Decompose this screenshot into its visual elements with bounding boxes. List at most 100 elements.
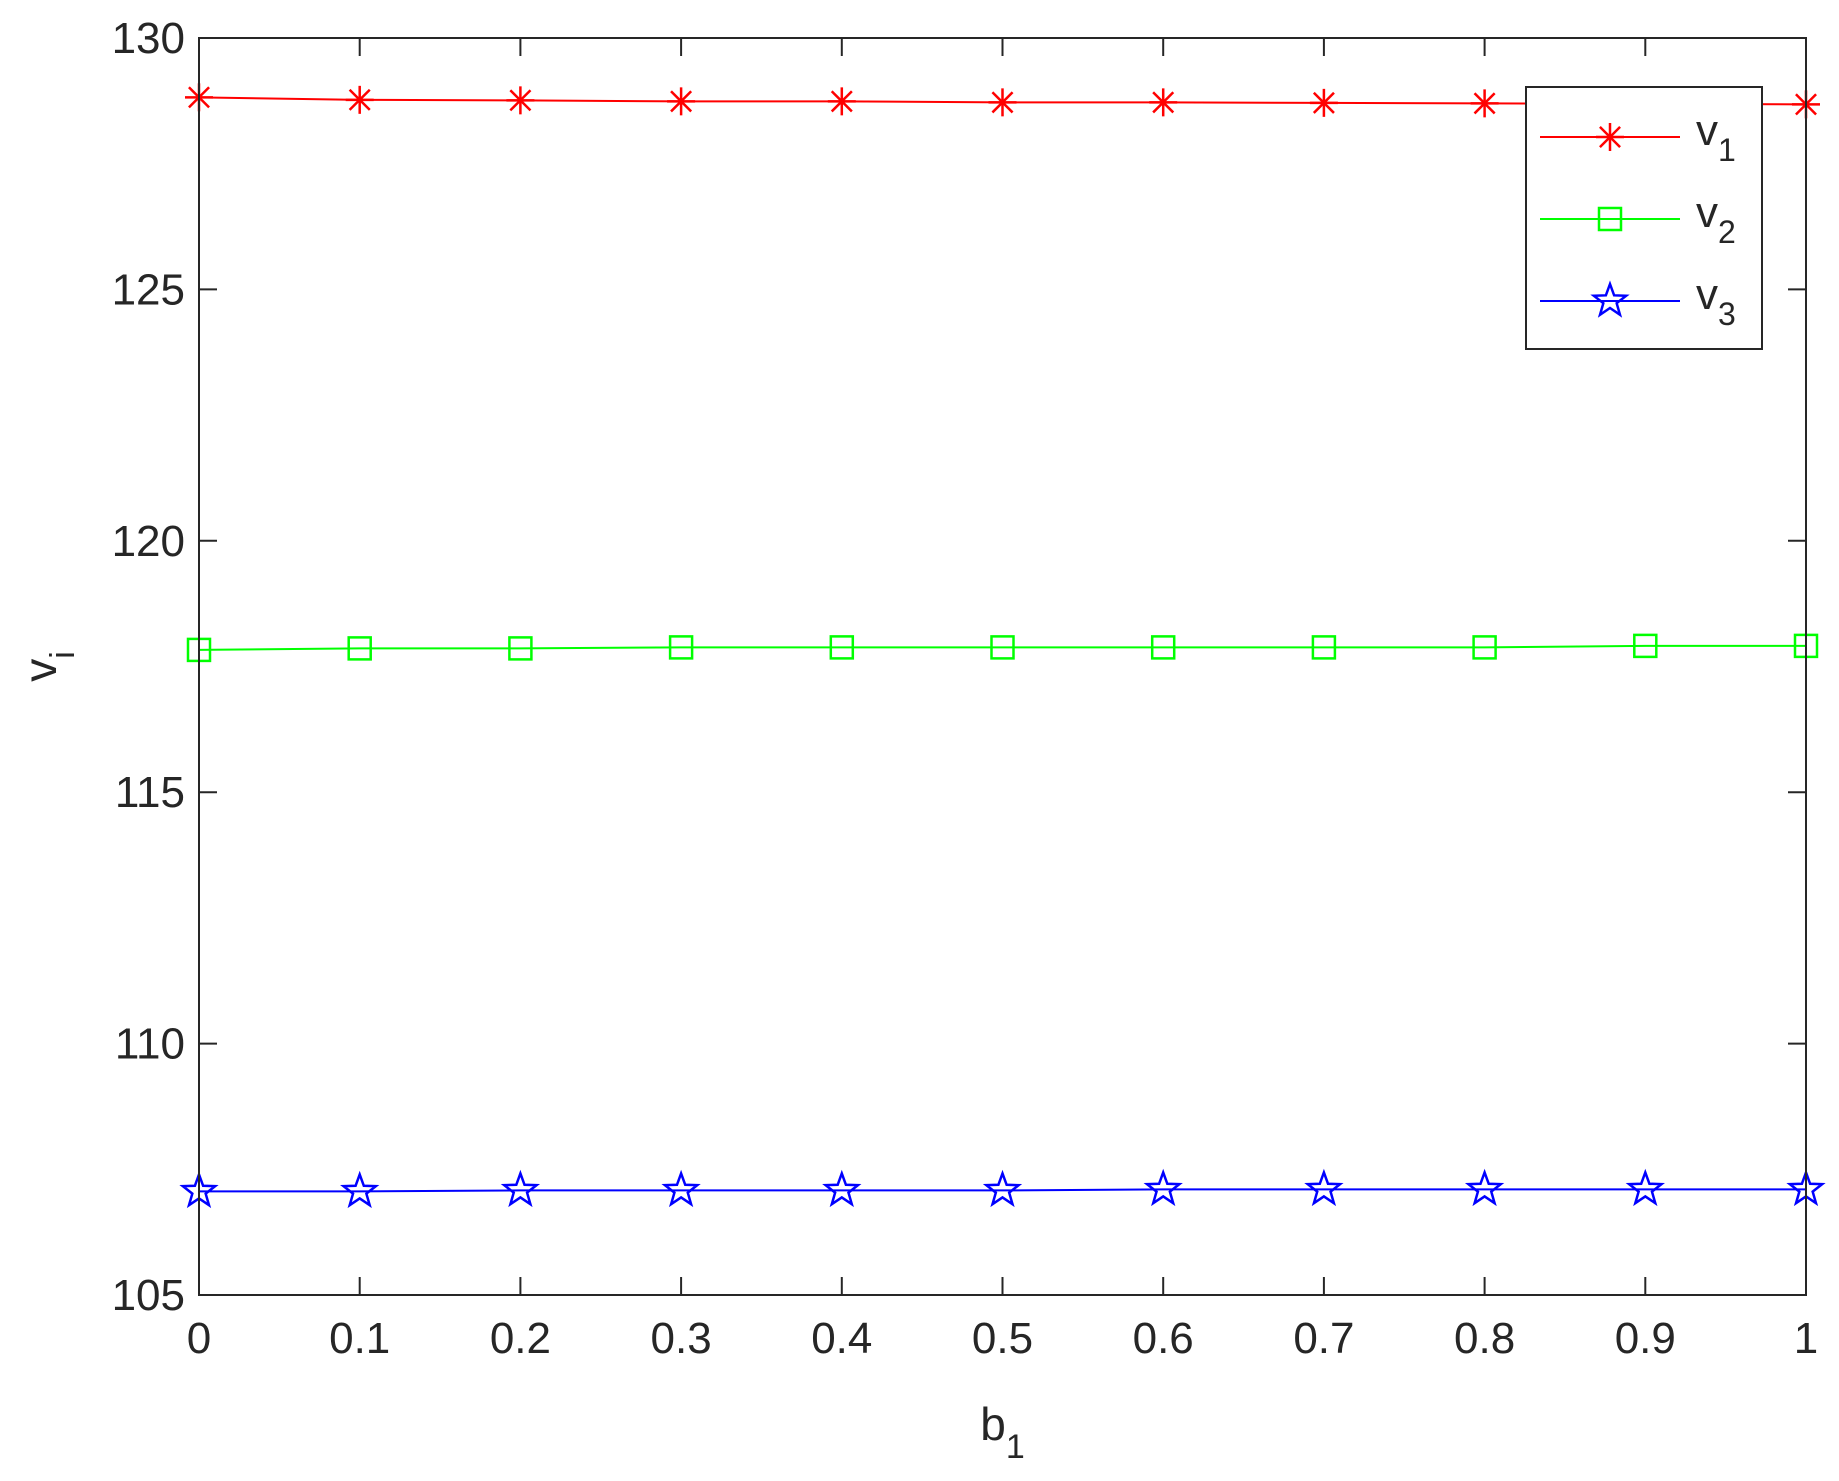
pentagram-shape bbox=[661, 1169, 701, 1208]
y-tick-label: 120 bbox=[112, 517, 185, 566]
data-point-v3 bbox=[340, 1170, 380, 1209]
data-point-v3 bbox=[822, 1169, 862, 1208]
y-tick-labels: 105 110 115 120 125 130 bbox=[112, 14, 185, 1320]
square-shape bbox=[1597, 206, 1623, 232]
data-point-v3 bbox=[500, 1169, 541, 1208]
square-shape bbox=[668, 635, 694, 660]
series-line-v3 bbox=[199, 1188, 1806, 1193]
y-tick-label: 110 bbox=[115, 1020, 185, 1069]
data-point-v1 bbox=[827, 87, 856, 116]
square-shape bbox=[1311, 635, 1337, 660]
square-shape bbox=[1472, 635, 1497, 660]
x-tick-label: 0.6 bbox=[1133, 1314, 1194, 1363]
series-line-v2 bbox=[198, 644, 1806, 651]
x-tick-label: 0 bbox=[187, 1314, 211, 1363]
pentagram-shape bbox=[822, 1169, 862, 1208]
y-axis-label: vi bbox=[14, 651, 82, 682]
data-point-v2 bbox=[1633, 633, 1658, 659]
square-shape bbox=[1633, 633, 1658, 659]
legend-label-subscript: 2 bbox=[1718, 214, 1736, 250]
y-tick-label: 125 bbox=[112, 265, 185, 314]
x-tick-label: 0.1 bbox=[329, 1314, 390, 1363]
legend-item-v3: v3 bbox=[1540, 270, 1736, 332]
legend-label-base: v bbox=[1696, 106, 1718, 155]
asterisk-stroke bbox=[1152, 91, 1175, 114]
data-point-v1 bbox=[988, 88, 1017, 117]
legend-label-subscript: 3 bbox=[1718, 296, 1736, 332]
data-point-v2 bbox=[347, 636, 372, 661]
x-tick-label: 0.4 bbox=[811, 1314, 872, 1363]
legend-marker-v1 bbox=[1596, 123, 1624, 151]
square-shape bbox=[508, 636, 533, 661]
pentagram-shape bbox=[1143, 1168, 1183, 1207]
y-tick-label: 105 bbox=[112, 1271, 185, 1320]
x-tick-label: 0.8 bbox=[1454, 1314, 1515, 1363]
y-axis-label-base: v bbox=[14, 659, 66, 682]
data-point-v2 bbox=[1472, 635, 1497, 660]
y-axis-label-subscript: i bbox=[44, 651, 82, 659]
data-point-v2 bbox=[1311, 635, 1337, 660]
legend-item-v1: v1 bbox=[1540, 106, 1736, 168]
x-axis-label-subscript: 1 bbox=[1006, 1428, 1025, 1466]
x-tick-label: 1 bbox=[1794, 1314, 1818, 1363]
square-shape bbox=[829, 635, 855, 660]
series-v3 bbox=[179, 1168, 1826, 1209]
square-shape bbox=[347, 636, 372, 661]
asterisk-stroke bbox=[348, 88, 371, 111]
y-tick-label: 130 bbox=[112, 14, 185, 63]
legend-label-v2: v2 bbox=[1696, 188, 1736, 250]
data-point-v2 bbox=[1150, 635, 1176, 660]
x-tick-labels: 0 0.1 0.2 0.3 0.4 0.5 0.6 0.7 0.8 0.9 1 bbox=[187, 1314, 1818, 1363]
data-point-v1 bbox=[506, 86, 535, 115]
x-tick-label: 0.2 bbox=[490, 1314, 551, 1363]
axes-box bbox=[198, 37, 1807, 1296]
data-point-v1 bbox=[667, 87, 696, 116]
data-point-v1 bbox=[345, 85, 374, 114]
data-point-v2 bbox=[990, 635, 1015, 660]
data-point-v1 bbox=[1309, 88, 1338, 117]
data-point-v1 bbox=[1470, 89, 1499, 118]
data-point-v3 bbox=[1625, 1168, 1665, 1207]
pentagram-shape bbox=[1625, 1168, 1665, 1207]
asterisk-stroke bbox=[1599, 126, 1621, 148]
square-shape bbox=[1150, 635, 1176, 660]
asterisk-stroke bbox=[1473, 92, 1496, 115]
asterisk-stroke bbox=[670, 90, 693, 113]
pentagram-shape bbox=[340, 1170, 380, 1209]
legend-label-subscript: 1 bbox=[1718, 132, 1736, 168]
legend-label-v1: v1 bbox=[1696, 106, 1736, 168]
data-point-v2 bbox=[829, 635, 855, 660]
data-point-v2 bbox=[668, 635, 694, 660]
legend-label-v3: v3 bbox=[1696, 270, 1736, 332]
asterisk-stroke bbox=[991, 91, 1014, 114]
x-axis-label: b1 bbox=[980, 1398, 1025, 1466]
pentagram-shape bbox=[982, 1169, 1023, 1208]
asterisk-stroke bbox=[509, 89, 532, 112]
data-point-v3 bbox=[1304, 1168, 1344, 1207]
square-shape bbox=[990, 635, 1015, 660]
data-point-v3 bbox=[982, 1169, 1023, 1208]
y-tick-label: 115 bbox=[115, 768, 185, 817]
data-point-v3 bbox=[1143, 1168, 1183, 1207]
pentagram-shape bbox=[500, 1169, 541, 1208]
data-point-v3 bbox=[661, 1169, 701, 1208]
legend-item-v2: v2 bbox=[1540, 188, 1736, 250]
pentagram-shape bbox=[1464, 1168, 1505, 1207]
x-tick-label: 0.5 bbox=[972, 1314, 1033, 1363]
data-point-v3 bbox=[1464, 1168, 1505, 1207]
legend-label-base: v bbox=[1696, 270, 1718, 319]
legend-label-base: v bbox=[1696, 188, 1718, 237]
asterisk-stroke bbox=[1312, 91, 1335, 114]
x-axis-label-base: b bbox=[980, 1398, 1006, 1450]
x-tick-label: 0.7 bbox=[1293, 1314, 1354, 1363]
pentagram-shape bbox=[1590, 280, 1630, 318]
asterisk-stroke bbox=[830, 90, 853, 113]
x-tick-label: 0.3 bbox=[651, 1314, 712, 1363]
legend-marker-v3 bbox=[1590, 280, 1630, 318]
data-point-v2 bbox=[508, 636, 533, 661]
data-point-v1 bbox=[1149, 88, 1178, 117]
